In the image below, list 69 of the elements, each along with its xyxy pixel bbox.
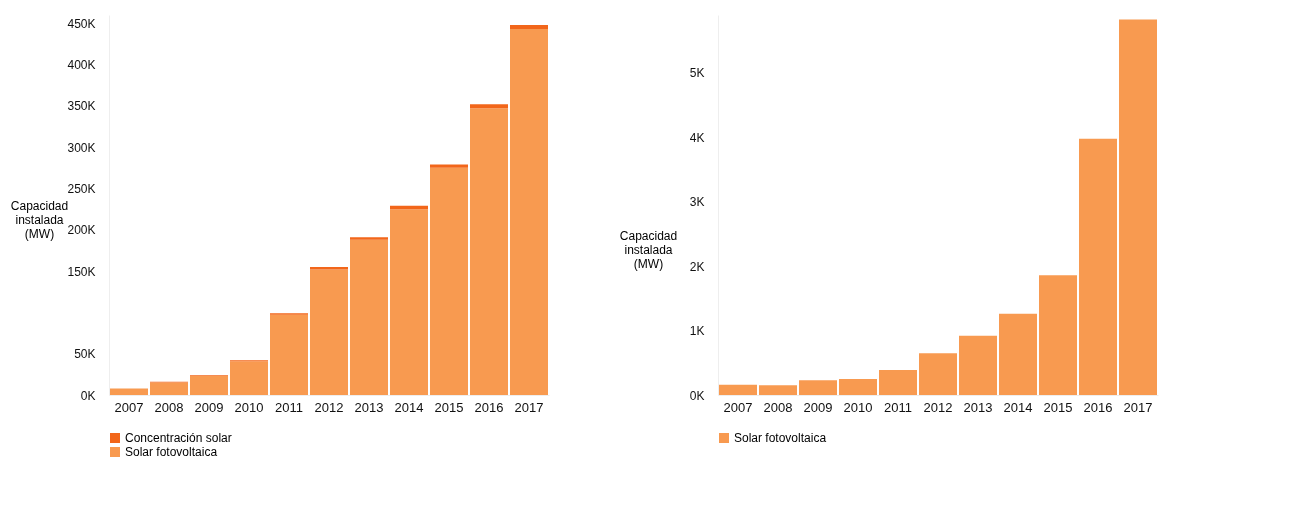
x-tick-label: 2016 xyxy=(474,399,504,415)
y-tick-label: 4K xyxy=(689,130,705,145)
x-tick-label: 2015 xyxy=(1043,399,1073,415)
y-axis-title: Capacidad instalada (MW) xyxy=(10,198,69,241)
bar xyxy=(270,314,308,395)
x-tick-label: 2017 xyxy=(514,399,544,415)
y-tick-label: 400K xyxy=(67,58,96,73)
x-tick-label: 2011 xyxy=(275,399,303,415)
bar xyxy=(919,353,957,395)
x-tick-label: 2009 xyxy=(803,399,833,415)
bar xyxy=(1119,19,1157,395)
bar xyxy=(350,239,388,395)
legend-label: Solar fotovoltaica xyxy=(734,431,827,445)
y-tick-label: 1K xyxy=(689,324,705,339)
x-tick-label: 2016 xyxy=(1083,399,1113,415)
x-tick-label: 2010 xyxy=(843,399,873,415)
x-tick-label: 2015 xyxy=(434,399,464,415)
x-tick-label: 2009 xyxy=(194,399,224,415)
x-tick-label: 2014 xyxy=(394,399,424,415)
bar xyxy=(759,385,797,395)
bar xyxy=(1039,275,1077,395)
bar xyxy=(879,369,917,395)
x-tick-label: 2008 xyxy=(763,399,793,415)
bar xyxy=(470,104,508,109)
x-tick-label: 2010 xyxy=(234,399,264,415)
bar xyxy=(430,164,468,168)
bar xyxy=(510,24,548,30)
legend-label: Solar fotovoltaica xyxy=(125,445,218,459)
bar xyxy=(999,313,1037,395)
y-tick-label: 300K xyxy=(67,140,96,155)
x-tick-label: 2014 xyxy=(1003,399,1033,415)
bar xyxy=(839,378,877,395)
y-tick-label: 0K xyxy=(80,388,96,403)
bar xyxy=(470,108,508,395)
bar xyxy=(719,384,757,395)
y-tick-label: 450K xyxy=(67,16,96,31)
y-tick-label: 350K xyxy=(67,99,96,114)
y-tick-label: 3K xyxy=(689,195,705,210)
bar xyxy=(230,361,268,395)
bar xyxy=(959,335,997,395)
x-tick-label: 2013 xyxy=(963,399,993,415)
bar xyxy=(1079,138,1117,395)
y-tick-label: 50K xyxy=(74,347,96,362)
y-tick-label: 0K xyxy=(689,388,705,403)
y-axis-title: Capacidad instalada (MW) xyxy=(619,228,678,271)
bar xyxy=(110,388,148,395)
bar xyxy=(310,269,348,395)
x-tick-label: 2011 xyxy=(884,399,912,415)
x-tick-label: 2007 xyxy=(114,399,144,415)
bar xyxy=(350,237,388,240)
bar xyxy=(150,382,188,395)
y-tick-label: 250K xyxy=(67,181,96,196)
x-tick-label: 2017 xyxy=(1123,399,1153,415)
x-tick-label: 2013 xyxy=(354,399,384,415)
bar xyxy=(510,29,548,395)
x-tick-label: 2012 xyxy=(923,399,953,415)
bar xyxy=(390,205,428,210)
legend-label: Concentración solar xyxy=(125,431,232,445)
y-tick-label: 2K xyxy=(689,259,705,274)
y-tick-label: 200K xyxy=(67,223,96,238)
x-tick-label: 2008 xyxy=(154,399,184,415)
y-tick-label: 150K xyxy=(67,264,96,279)
x-tick-label: 2012 xyxy=(314,399,344,415)
x-tick-label: 2007 xyxy=(723,399,753,415)
y-tick-label: 5K xyxy=(689,66,705,81)
bar xyxy=(430,167,468,395)
bar xyxy=(190,376,228,395)
bar xyxy=(390,209,428,395)
bar xyxy=(799,380,837,395)
